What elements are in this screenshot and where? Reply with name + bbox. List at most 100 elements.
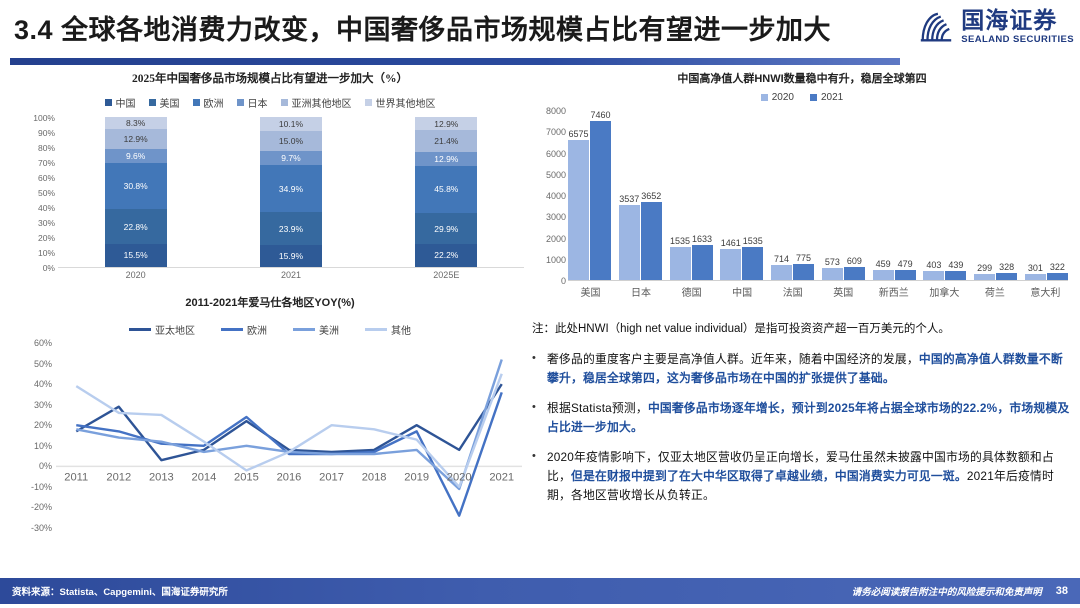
hnwi-plot: 0 1000 2000 3000 4000 5000 6000 7000 8000 6575 74… <box>532 106 1072 311</box>
bar[interactable]: 3537 <box>618 194 640 280</box>
stacked-bar[interactable]: 12.9% 21.4% 12.9% 45.8% 29.9% 22.2% <box>415 117 478 267</box>
bar-value-label: 7460 <box>590 110 611 121</box>
bar-value-label: 573 <box>824 256 840 267</box>
bullet-item: • 2020年疫情影响下，仅亚太地区营收仍呈正向增长，爱马仕虽然未披露中国市场的具… <box>532 448 1072 505</box>
bar[interactable]: 301 <box>1024 263 1046 280</box>
market-share-y-axis: 0% 10% 20% 30% 40% 50% 60% 70% 80% 90% 100% <box>10 113 58 273</box>
bar[interactable]: 6575 <box>568 129 589 280</box>
legend-label: 欧洲 <box>247 326 267 337</box>
bar[interactable]: 1535 <box>742 236 764 280</box>
bar-group: 3537 3652 <box>618 110 662 280</box>
bar[interactable]: 479 <box>894 259 916 280</box>
footer-source: 资料来源：Statista、Capgemini、国海证券研究所 <box>12 587 228 598</box>
legend-label: 其他 <box>391 326 411 337</box>
axis-tick: 30% <box>37 218 55 228</box>
axis-category: 2012 <box>106 471 131 483</box>
legend-swatch-icon <box>760 94 768 101</box>
bar[interactable]: 775 <box>793 253 815 280</box>
bullet-text: 奢侈品的重度客户主要是高净值人群。近年来，随着中国经济的发展，中国的高净值人群数… <box>547 350 1072 388</box>
legend-swatch-icon <box>192 99 200 106</box>
stacked-bar-segment: 34.9% <box>259 164 322 213</box>
hnwi-legend: 2020 2021 <box>532 92 1072 103</box>
bar-value-label: 714 <box>774 253 790 264</box>
bar-group: 714 775 <box>771 110 815 280</box>
bullet-highlight: 但是在财报中提到了在大中华区取得了卓越业绩，中国消费实力可见一斑。 <box>571 469 967 484</box>
bar-value-label: 328 <box>999 262 1015 273</box>
bar[interactable]: 1535 <box>669 236 691 280</box>
stacked-bar-segment: 23.9% <box>259 212 322 246</box>
axis-tick: 20% <box>33 420 52 431</box>
bullet-text: 2020年疫情影响下，仅亚太地区营收仍呈正向增长，爱马仕虽然未披露中国市场的具体… <box>547 448 1072 505</box>
legend-swatch-icon <box>236 99 244 106</box>
axis-category: 2016 <box>277 471 302 483</box>
bar-group: 1461 1535 <box>720 110 764 280</box>
stacked-bar[interactable]: 10.1% 15.0% 9.7% 34.9% 23.9% 15.9% <box>259 117 322 267</box>
legend-item-europe: 欧洲 <box>192 95 224 110</box>
axis-category: 2015 <box>234 471 259 483</box>
hermes-yoy-lines: 2011 2012 2013 2014 2015 2016 2017 2018 2019 2020… <box>56 343 522 528</box>
axis-category: 日本 <box>631 288 652 299</box>
bar[interactable]: 7460 <box>590 110 611 280</box>
bullet-highlight: 中国的高净值人群数量不断攀升，稳居全球第四，这为奢侈品市场在中国的扩张提供了基础… <box>547 351 1063 385</box>
axis-tick: 10% <box>37 248 55 258</box>
line-series[interactable] <box>75 373 503 489</box>
bar-group: 299 328 <box>974 110 1018 280</box>
bar[interactable]: 322 <box>1046 262 1068 280</box>
market-share-chart: 2025年中国奢侈品市场规模占比有望进一步加大（%） 中国 美国 欧洲 日本 <box>10 70 530 290</box>
legend-line-icon <box>221 328 243 331</box>
slide-footer: 资料来源：Statista、Capgemini、国海证券研究所 请务必阅读报告附… <box>0 578 1080 604</box>
axis-category: 2014 <box>192 471 217 483</box>
axis-category: 2020 <box>447 471 472 483</box>
legend-label: 2021 <box>821 92 844 103</box>
bar-group: 6575 7460 <box>568 110 611 280</box>
axis-tick: 20% <box>37 233 55 243</box>
bullet-marker-icon: • <box>532 351 536 364</box>
bar[interactable]: 328 <box>996 262 1018 280</box>
bar[interactable]: 609 <box>843 256 865 280</box>
bar[interactable]: 573 <box>821 257 843 280</box>
bar-value-label: 459 <box>875 259 891 270</box>
bar[interactable]: 299 <box>974 263 996 280</box>
bar[interactable]: 3652 <box>640 191 662 280</box>
line-series[interactable] <box>76 359 503 491</box>
line-series[interactable] <box>75 383 503 462</box>
stacked-bar[interactable]: 8.3% 12.9% 9.6% 30.8% 22.8% 15.5% <box>104 117 167 267</box>
bar-value-label: 1535 <box>742 236 763 247</box>
axis-category: 德国 <box>681 288 702 299</box>
sealand-logo-icon <box>921 12 952 42</box>
axis-tick: 7000 <box>545 127 566 138</box>
bullet-marker-icon: • <box>532 450 536 463</box>
axis-tick: 10% <box>33 440 52 451</box>
bar[interactable]: 1461 <box>720 238 742 280</box>
legend-line-icon <box>129 328 151 331</box>
line-series[interactable] <box>76 391 503 517</box>
axis-tick: -10% <box>30 481 52 492</box>
legend-line-icon <box>365 328 387 331</box>
bar[interactable]: 714 <box>771 254 793 280</box>
legend-item-rest-of-world: 世界其他地区 <box>364 95 436 110</box>
right-column: 中国高净值人群HNWI数量稳中有升，稳居全球第四 2020 2021 0 1000… <box>532 70 1072 570</box>
stacked-bar-segment: 15.5% <box>104 243 167 267</box>
hnwi-y-axis: 0 1000 2000 3000 4000 5000 6000 7000 8000 <box>532 106 568 286</box>
bar[interactable]: 439 <box>945 260 967 280</box>
axis-tick: 0% <box>38 461 52 472</box>
stacked-bar-segment: 8.3% <box>104 117 167 130</box>
bullet-plain: 2021年后疫情时期，各地区营收增长从负转正。 <box>547 469 1054 503</box>
axis-category: 加拿大 <box>929 288 960 299</box>
legend-swatch-icon <box>280 99 288 106</box>
hermes-yoy-chart: 2011-2021年爱马仕各地区YOY(%) 亚太地区 欧洲 美洲 其他 <box>10 294 530 543</box>
bar-value-label: 609 <box>846 256 862 267</box>
axis-category: 2017 <box>319 471 344 483</box>
legend-label: 2020 <box>771 92 794 103</box>
bar[interactable]: 1633 <box>691 234 713 280</box>
bullet-marker-icon: • <box>532 401 536 414</box>
axis-tick: 30% <box>33 399 52 410</box>
stacked-bar-segment: 12.9% <box>415 152 478 166</box>
axis-tick: 2000 <box>545 233 566 244</box>
bar[interactable]: 403 <box>923 260 945 280</box>
bar-group: 301 322 <box>1024 110 1068 280</box>
axis-tick: 50% <box>37 188 55 198</box>
bar[interactable]: 459 <box>872 259 894 280</box>
stacked-bar-segment: 21.4% <box>415 130 478 153</box>
legend-item-europe: 欧洲 <box>221 322 267 337</box>
